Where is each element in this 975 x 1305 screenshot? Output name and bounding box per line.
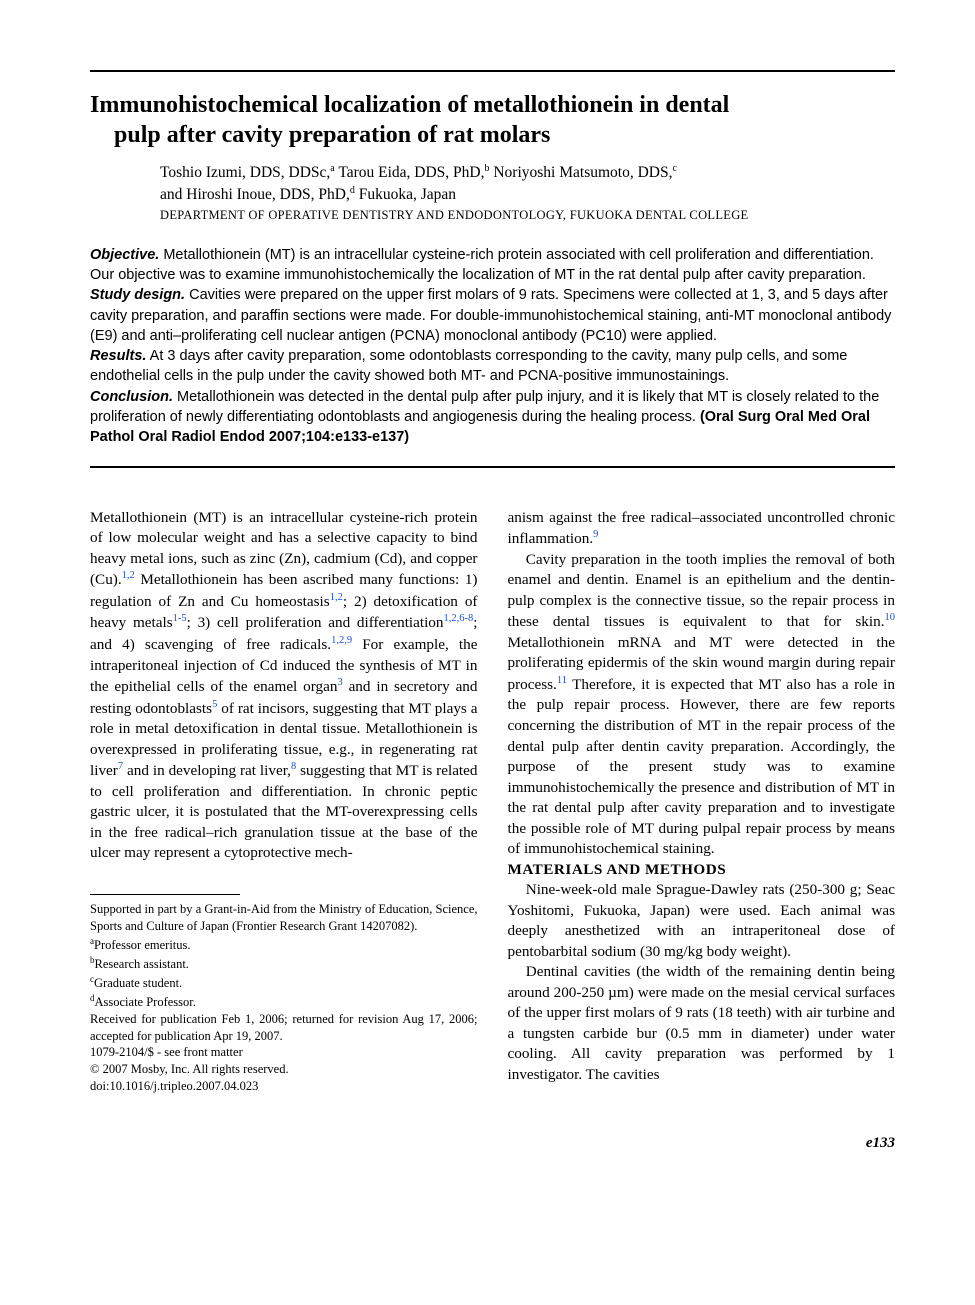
methods-paragraph-2: Dentinal cavities (the width of the rema… xyxy=(508,962,896,1085)
body-text: Therefore, it is expected that MT also h… xyxy=(508,676,896,857)
citation-ref[interactable]: 9 xyxy=(593,529,598,540)
citation-ref[interactable]: 1,2,6-8 xyxy=(444,613,474,624)
results-text: At 3 days after cavity preparation, some… xyxy=(90,348,847,384)
body-text: Cavity preparation in the tooth implies … xyxy=(508,551,896,631)
methods-paragraph-1: Nine-week-old male Sprague-Dawley rats (… xyxy=(508,880,896,962)
column-right: anism against the free radical–associate… xyxy=(508,508,896,1095)
abstract-results: Results. At 3 days after cavity preparat… xyxy=(90,346,895,387)
footnote-d: dAssociate Professor. xyxy=(90,992,478,1011)
author-text-1: Toshio Izumi, DDS, DDSc, xyxy=(160,164,330,181)
results-label: Results. xyxy=(90,348,146,364)
abstract-objective: Objective. Metallothionein (MT) is an in… xyxy=(90,245,895,286)
footnote-d-text: Associate Professor. xyxy=(95,995,196,1009)
design-text: Cavities were prepared on the upper firs… xyxy=(90,287,891,344)
footnote-rule xyxy=(90,894,240,895)
author-names: Toshio Izumi, DDS, DDSc,a Tarou Eida, DD… xyxy=(160,162,895,206)
footnote-b-text: Research assistant. xyxy=(95,957,189,971)
abstract-design: Study design. Cavities were prepared on … xyxy=(90,285,895,346)
footnote-received: Received for publication Feb 1, 2006; re… xyxy=(90,1011,478,1045)
footnote-a: aProfessor emeritus. xyxy=(90,935,478,954)
department-line: DEPARTMENT OF OPERATIVE DENTISTRY AND EN… xyxy=(160,208,895,223)
footnote-support: Supported in part by a Grant-in-Aid from… xyxy=(90,901,478,935)
body-columns: Metallothionein (MT) is an intracellular… xyxy=(90,508,895,1095)
citation-ref[interactable]: 1,2 xyxy=(330,592,343,603)
body-text: ; 3) cell proliferation and differentiat… xyxy=(187,614,444,631)
body-text: and in developing rat liver, xyxy=(123,762,291,779)
footnote-doi: doi:10.1016/j.tripleo.2007.04.023 xyxy=(90,1078,478,1095)
objective-label: Objective. xyxy=(90,247,159,263)
objective-text: Metallothionein (MT) is an intracellular… xyxy=(90,247,874,283)
article-title: Immunohistochemical localization of meta… xyxy=(90,90,895,150)
footnotes-block: Supported in part by a Grant-in-Aid from… xyxy=(90,901,478,1095)
intro-paragraph-1: Metallothionein (MT) is an intracellular… xyxy=(90,508,478,864)
footnote-b: bResearch assistant. xyxy=(90,954,478,973)
mid-rule xyxy=(90,466,895,468)
citation-ref[interactable]: 1,2,9 xyxy=(331,635,352,646)
design-label: Study design. xyxy=(90,287,185,303)
footnote-a-text: Professor emeritus. xyxy=(94,938,191,952)
footnote-issn: 1079-2104/$ - see front matter xyxy=(90,1044,478,1061)
page-number: e133 xyxy=(90,1135,895,1152)
abstract-block: Objective. Metallothionein (MT) is an in… xyxy=(90,245,895,448)
footnote-c-text: Graduate student. xyxy=(94,976,182,990)
body-text: anism against the free radical–associate… xyxy=(508,509,896,548)
citation-ref[interactable]: 1,2 xyxy=(122,570,135,581)
author-text-3: Noriyoshi Matsumoto, DDS, xyxy=(489,164,672,181)
top-rule xyxy=(90,70,895,72)
section-heading-materials: MATERIALS AND METHODS xyxy=(508,860,896,881)
author-affil-sup-c: c xyxy=(672,163,676,174)
author-text-4: and Hiroshi Inoue, DDS, PhD, xyxy=(160,186,350,203)
title-line2: pulp after cavity preparation of rat mol… xyxy=(90,120,895,150)
intro-paragraph-1-cont: anism against the free radical–associate… xyxy=(508,508,896,550)
abstract-conclusion: Conclusion. Metallothionein was detected… xyxy=(90,387,895,448)
citation-ref[interactable]: 10 xyxy=(885,612,896,623)
footnote-copyright: © 2007 Mosby, Inc. All rights reserved. xyxy=(90,1061,478,1078)
citation-ref[interactable]: 11 xyxy=(557,675,567,686)
author-text-5: Fukuoka, Japan xyxy=(355,186,456,203)
author-text-2: Tarou Eida, DDS, PhD, xyxy=(335,164,485,181)
intro-paragraph-2: Cavity preparation in the tooth implies … xyxy=(508,550,896,860)
authors-block: Toshio Izumi, DDS, DDSc,a Tarou Eida, DD… xyxy=(90,162,895,223)
footnote-c: cGraduate student. xyxy=(90,973,478,992)
conclusion-label: Conclusion. xyxy=(90,389,173,405)
column-left: Metallothionein (MT) is an intracellular… xyxy=(90,508,478,1095)
citation-ref[interactable]: 1-5 xyxy=(173,613,187,624)
title-line1: Immunohistochemical localization of meta… xyxy=(90,92,729,118)
